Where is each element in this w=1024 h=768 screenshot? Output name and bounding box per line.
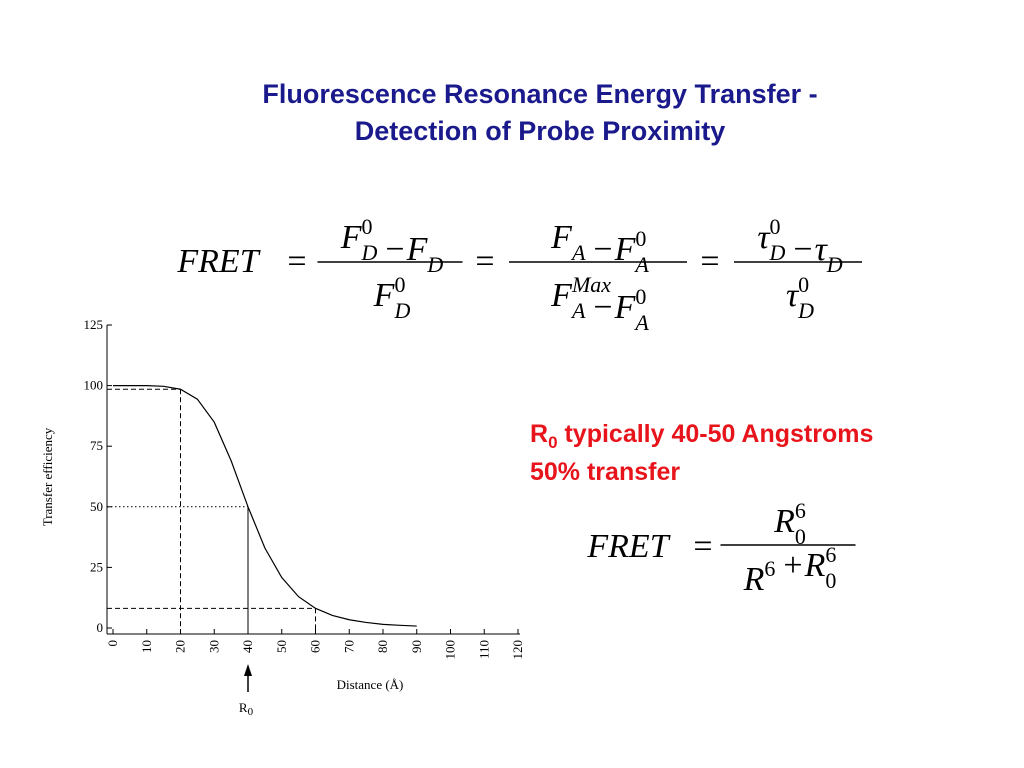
math-symbol: − xyxy=(593,289,612,326)
math-symbol: R xyxy=(743,561,765,598)
math-symbol: F xyxy=(373,277,396,314)
subscript: D xyxy=(769,240,786,265)
x-tick-label: 0 xyxy=(105,640,120,647)
math-symbol: R xyxy=(773,503,795,540)
math-symbol: F xyxy=(614,231,637,268)
y-tick-label: 75 xyxy=(90,438,103,453)
subscript: D xyxy=(426,252,443,277)
subscript: D xyxy=(361,240,378,265)
subscript: A xyxy=(570,240,586,265)
superscript: 0 xyxy=(635,284,646,309)
math-symbol: τ xyxy=(786,277,800,314)
subscript: 0 xyxy=(825,568,836,593)
note-line: 50% transfer xyxy=(530,458,680,486)
x-tick-label: 70 xyxy=(341,640,356,653)
superscript: 0 xyxy=(770,214,781,239)
superscript: 0 xyxy=(635,226,646,251)
math-expr: τ0 D xyxy=(786,272,814,323)
math-expr: R6 +R6 0 xyxy=(743,542,837,598)
superscript: 0 xyxy=(362,214,373,239)
math-expr: FA −F0 A xyxy=(550,219,649,277)
superscript: 6 xyxy=(764,556,775,581)
note-sub: 0 xyxy=(548,433,557,452)
y-tick-label: 50 xyxy=(90,499,103,514)
y-tick-label: 0 xyxy=(97,620,104,635)
x-tick-label: 10 xyxy=(139,640,154,653)
superscript: Max xyxy=(571,272,611,297)
math-equals: = xyxy=(475,243,494,280)
math-symbol: − xyxy=(793,231,812,268)
note-symbol: R xyxy=(530,420,548,448)
subscript: D xyxy=(826,252,843,277)
math-equals: = xyxy=(700,243,719,280)
x-tick-label: 110 xyxy=(476,640,491,659)
marker-sub: 0 xyxy=(248,706,254,718)
math-symbol: F xyxy=(406,231,429,268)
x-axis-label: Distance (Å) xyxy=(337,677,404,692)
x-tick-label: 20 xyxy=(173,640,188,653)
math-equals: = xyxy=(693,528,712,565)
x-tick-label: 120 xyxy=(510,640,525,660)
math-expr: F0 D −FD xyxy=(340,214,444,277)
math-symbol: τ xyxy=(815,231,829,268)
marker-label: R0 xyxy=(239,700,254,718)
y-tick-label: 100 xyxy=(84,378,104,393)
subscript: A xyxy=(633,310,649,335)
superscript: 0 xyxy=(798,272,809,297)
curve xyxy=(113,385,417,627)
math-equals: = xyxy=(287,243,306,280)
math-expr: FMax A −F0 A xyxy=(550,272,649,335)
subscript: D xyxy=(393,298,410,323)
superscript: 6 xyxy=(825,542,836,567)
subscript: A xyxy=(633,252,649,277)
math-symbol: F xyxy=(550,277,573,314)
subscript: D xyxy=(797,298,814,323)
math-symbol: − xyxy=(593,231,612,268)
x-tick-label: 40 xyxy=(240,640,255,653)
math-symbol: τ xyxy=(757,219,771,256)
math-symbol: F xyxy=(550,219,573,256)
x-tick-label: 50 xyxy=(274,640,289,653)
subscript: 0 xyxy=(795,524,806,549)
title-line: Fluorescence Resonance Energy Transfer - xyxy=(262,79,817,109)
marker-symbol: R xyxy=(239,700,248,715)
y-tick-label: 25 xyxy=(90,559,103,574)
note-line: R0 typically 40-50 Angstroms xyxy=(530,420,873,452)
math-expr: F0 D xyxy=(373,272,411,323)
y-tick-label: 125 xyxy=(84,317,104,332)
math-lhs: FRET xyxy=(176,243,260,280)
math-symbol: − xyxy=(385,231,404,268)
subscript: A xyxy=(570,298,586,323)
y-axis-label: Transfer efficiency xyxy=(40,427,55,526)
title-line: Detection of Probe Proximity xyxy=(355,116,726,146)
x-tick-label: 60 xyxy=(308,640,323,653)
note-text: typically 40-50 Angstroms xyxy=(558,420,874,448)
x-tick-label: 90 xyxy=(409,640,424,653)
superscript: 6 xyxy=(795,498,806,523)
math-lhs: FRET xyxy=(586,528,670,565)
math-symbol: F xyxy=(614,289,637,326)
x-tick-label: 100 xyxy=(443,640,458,660)
math-symbol: R xyxy=(804,547,826,584)
x-tick-label: 80 xyxy=(375,640,390,653)
math-expr: τ0 D −τD xyxy=(757,214,842,277)
math-symbol: + xyxy=(783,547,802,584)
math-expr: R6 0 xyxy=(773,498,806,549)
arrow-head xyxy=(244,664,252,676)
superscript: 0 xyxy=(394,272,405,297)
math-symbol: F xyxy=(340,219,363,256)
x-tick-label: 30 xyxy=(206,640,221,653)
